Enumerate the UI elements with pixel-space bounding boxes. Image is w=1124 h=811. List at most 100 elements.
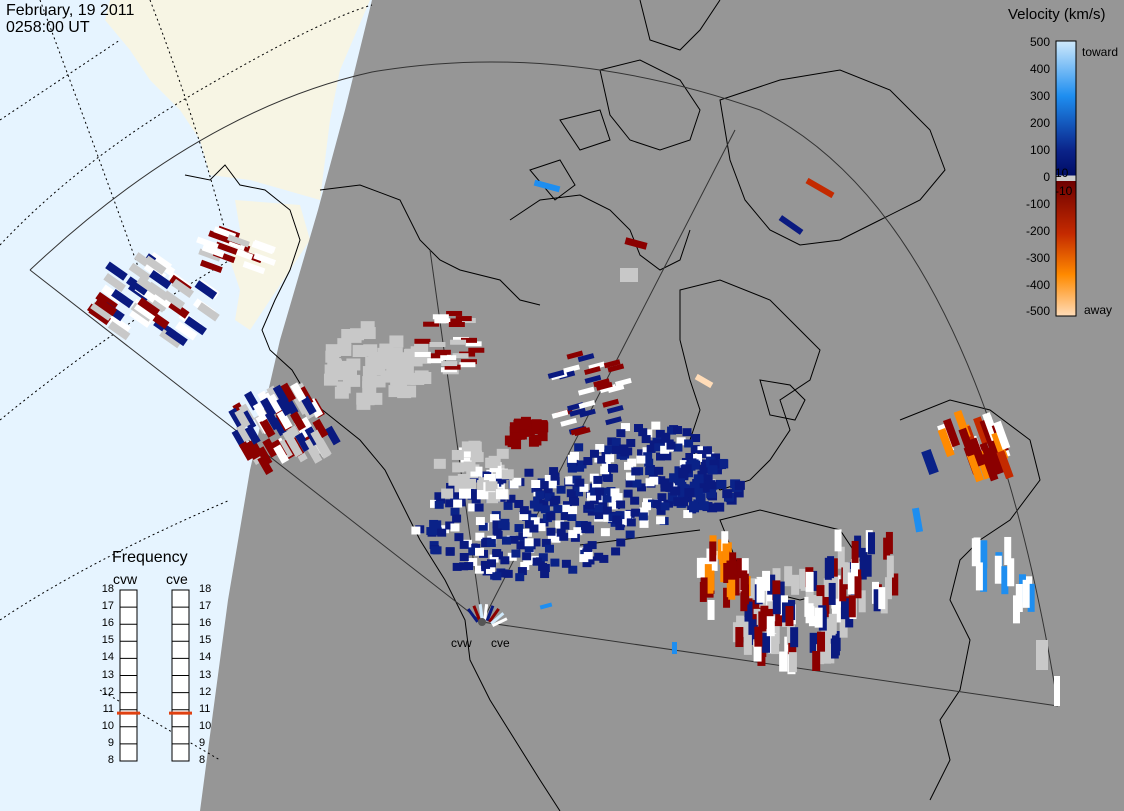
velocity-cell	[619, 444, 629, 453]
velocity-cell	[993, 420, 1011, 450]
velocity-cell	[675, 476, 686, 486]
velocity-cell	[549, 467, 559, 476]
velocity-cell	[854, 576, 862, 599]
velocity-cell	[445, 547, 455, 556]
velocity-cell	[468, 547, 478, 556]
velocity-cell	[503, 501, 513, 510]
velocity-cell	[1007, 558, 1015, 587]
velocity-cell	[741, 558, 749, 579]
frequency-tick-label: 13	[101, 668, 114, 681]
velocity-cell	[445, 521, 455, 530]
velocity-cell	[184, 316, 207, 336]
velocity-cell	[374, 355, 389, 368]
velocity-cell	[446, 310, 463, 316]
velocity-cell	[436, 495, 446, 504]
velocity-cell	[430, 353, 447, 359]
velocity-cell	[805, 177, 835, 199]
velocity-cell	[848, 595, 856, 618]
velocity-cell	[300, 395, 317, 416]
velocity-cell	[295, 432, 311, 452]
velocity-cell	[451, 449, 464, 460]
velocity-cell	[244, 425, 261, 445]
velocity-cell	[741, 616, 750, 637]
velocity-cell	[524, 544, 534, 553]
colorbar-tick-label: 0	[1043, 170, 1050, 184]
velocity-cell	[472, 605, 482, 622]
velocity-cell	[823, 643, 832, 664]
velocity-cell	[493, 530, 503, 539]
velocity-cell	[524, 520, 534, 529]
velocity-cell	[566, 350, 584, 360]
velocity-cell	[776, 581, 785, 602]
velocity-cell	[547, 480, 557, 489]
velocity-cell	[570, 497, 580, 506]
velocity-cell	[573, 527, 583, 536]
velocity-cell	[429, 541, 439, 550]
velocity-cell	[728, 579, 736, 600]
velocity-cell	[699, 483, 710, 493]
velocity-cell	[624, 461, 634, 470]
velocity-cell	[580, 521, 590, 530]
velocity-cell	[693, 453, 703, 462]
velocity-cell	[891, 573, 899, 596]
velocity-cell	[790, 627, 799, 648]
velocity-cell	[594, 552, 604, 561]
velocity-cell	[522, 552, 532, 561]
velocity-cell	[430, 546, 440, 555]
velocity-cell	[610, 488, 620, 497]
velocity-cell	[441, 361, 458, 367]
velocity-cell	[454, 533, 464, 542]
velocity-cell	[600, 528, 610, 537]
velocity-cell	[492, 520, 502, 529]
velocity-cell	[921, 449, 939, 475]
velocity-cell	[460, 337, 477, 343]
velocity-cell	[679, 460, 689, 469]
velocity-cell	[845, 607, 854, 628]
velocity-cell	[561, 559, 571, 568]
velocity-cell	[613, 493, 623, 502]
velocity-cell	[433, 458, 446, 469]
velocity-cell	[692, 488, 703, 498]
velocity-cell	[411, 526, 421, 535]
velocity-cell	[551, 409, 569, 419]
velocity-cell	[544, 493, 554, 502]
velocity-cell	[577, 353, 595, 363]
velocity-cell	[980, 540, 988, 569]
velocity-cell	[448, 475, 461, 486]
velocity-cell	[90, 301, 113, 321]
velocity-cell	[128, 262, 152, 283]
velocity-cell	[805, 571, 814, 592]
velocity-cell	[600, 466, 610, 475]
velocity-cell	[641, 502, 651, 511]
velocity-cell	[683, 510, 693, 519]
velocity-cell	[634, 424, 644, 433]
velocity-cell	[509, 535, 519, 544]
velocity-cell	[817, 631, 826, 652]
velocity-cell	[884, 577, 892, 600]
velocity-cell	[676, 437, 686, 446]
velocity-cell	[448, 322, 465, 328]
velocity-cell	[546, 512, 556, 521]
velocity-cell	[518, 532, 528, 541]
frequency-tick-label: 15	[199, 634, 212, 647]
velocity-cell	[709, 541, 717, 562]
frequency-tick-label: 8	[199, 754, 206, 766]
velocity-cell	[886, 555, 894, 578]
velocity-cell	[666, 441, 676, 450]
velocity-cell	[441, 488, 454, 499]
velocity-cell	[469, 474, 479, 483]
velocity-cell	[582, 559, 592, 568]
velocity-cell	[388, 385, 403, 398]
velocity-cell	[459, 362, 476, 368]
velocity-cell	[544, 544, 554, 553]
frequency-tick-label: 14	[101, 651, 114, 664]
velocity-cell	[463, 461, 476, 472]
velocity-cell	[601, 458, 611, 467]
velocity-cell	[470, 466, 483, 477]
velocity-cell	[509, 422, 520, 433]
velocity-cell	[495, 489, 508, 500]
velocity-cell	[432, 314, 449, 320]
velocity-cells	[86, 177, 1060, 706]
velocity-cell	[426, 527, 436, 536]
velocity-cell	[286, 437, 303, 458]
